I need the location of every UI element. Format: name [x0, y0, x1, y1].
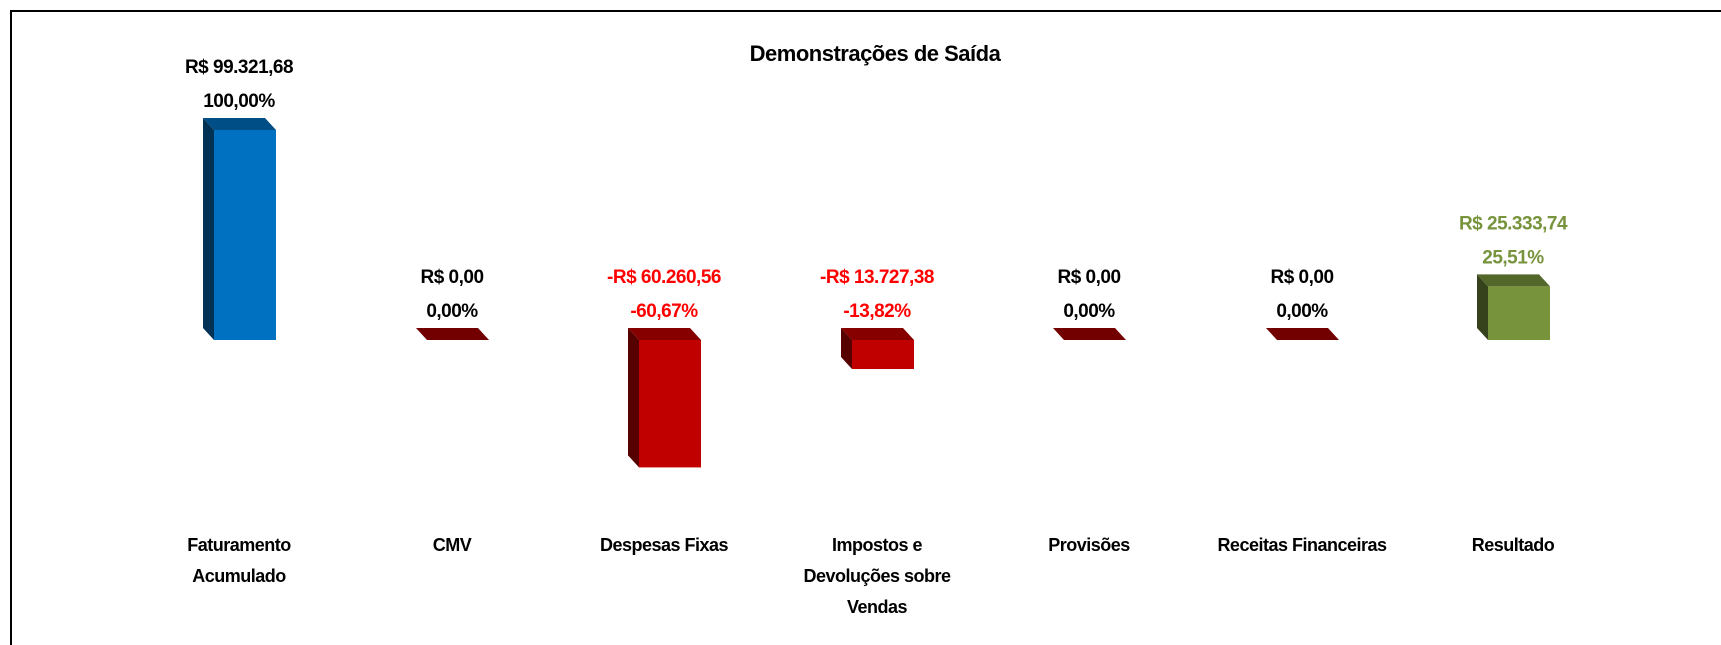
value-label: -R$ 13.727,38 [820, 267, 934, 288]
bar-side [203, 118, 214, 340]
value-label: R$ 0,00 [1057, 267, 1120, 288]
bar-front [852, 340, 914, 370]
bar-top [1053, 328, 1126, 340]
chart-title: Demonstrações de Saída [750, 41, 1002, 66]
bar-front [1488, 286, 1550, 340]
bar [203, 118, 276, 340]
percentage-label: 100,00% [203, 91, 275, 112]
bar-top [841, 328, 914, 340]
bar-front [639, 340, 701, 468]
percentage-label: -60,67% [630, 301, 698, 322]
bar-side [1477, 274, 1488, 340]
bar [1477, 274, 1550, 340]
bar [841, 328, 914, 370]
value-label: R$ 25.333,74 [1459, 213, 1568, 234]
value-label: R$ 99.321,68 [185, 57, 293, 78]
x-tick-label: Despesas Fixas [599, 535, 729, 555]
value-label: R$ 0,00 [420, 267, 483, 288]
x-tick-label: Faturamento Acumulado [187, 535, 291, 586]
x-tick-label: Resultado [1471, 535, 1555, 555]
frame [10, 10, 1721, 645]
x-tick-label: Impostos e Devoluções sobre Vendas [803, 535, 951, 617]
bar [1053, 328, 1126, 340]
bar-top [1477, 274, 1550, 287]
percentage-label: 0,00% [1276, 301, 1328, 322]
bar-top [203, 118, 276, 130]
bar [1266, 328, 1339, 340]
percentage-label: -13,82% [843, 301, 911, 322]
bar-side [841, 328, 852, 370]
bar [628, 328, 701, 468]
bar-top [628, 328, 701, 340]
x-tick-label: Receitas Financeiras [1217, 535, 1387, 555]
bar-side [628, 328, 639, 468]
bar [416, 328, 489, 340]
bar-top [1266, 328, 1339, 340]
percentage-label: 25,51% [1482, 247, 1544, 268]
x-tick-label: Provisões [1048, 535, 1130, 555]
bar-top [416, 328, 489, 340]
percentage-label: 0,00% [1063, 301, 1115, 322]
bar-front [214, 130, 276, 340]
value-label: R$ 0,00 [1270, 267, 1333, 288]
percentage-label: 0,00% [426, 301, 478, 322]
value-label: -R$ 60.260,56 [607, 267, 721, 288]
x-tick-label: CMV [432, 535, 472, 555]
